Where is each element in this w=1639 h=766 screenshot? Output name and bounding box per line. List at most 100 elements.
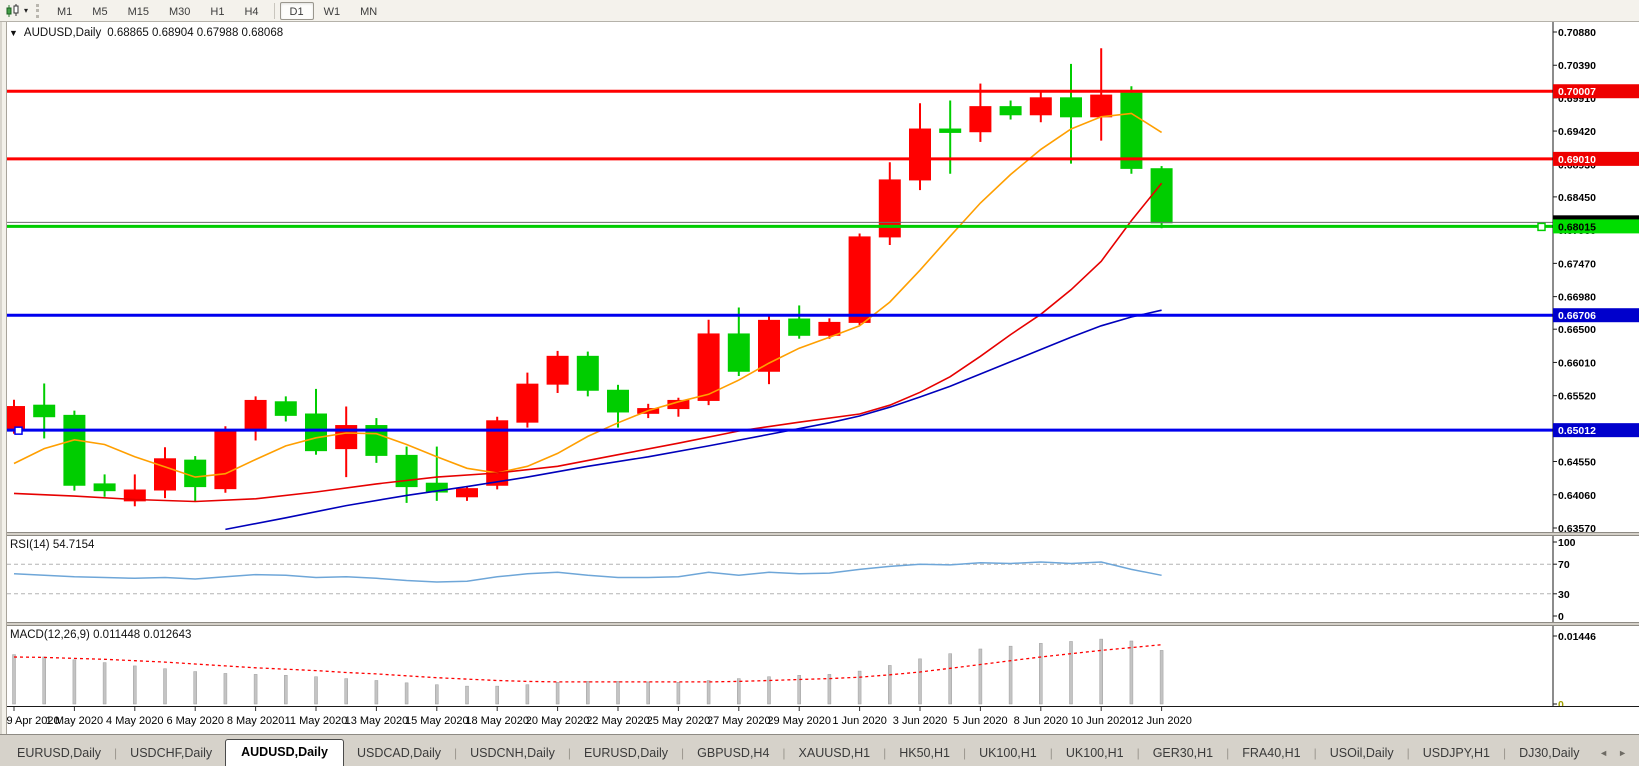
candle-body [244, 399, 267, 431]
chart-tab-usoil-daily[interactable]: USOil,Daily [1329, 746, 1394, 760]
tab-separator: | [782, 746, 786, 760]
chart-tab-hk50-h1[interactable]: HK50,H1 [899, 746, 950, 760]
main-candlestick-chart[interactable]: 0.708800.703900.699100.694200.689300.684… [0, 22, 1639, 532]
candle-body [516, 383, 539, 423]
price-tick-label: 0.64550 [1558, 457, 1596, 469]
tab-separator: | [454, 746, 458, 760]
panel-splitter[interactable] [0, 622, 1639, 626]
chart-tab-usdchf-daily[interactable]: USDCHF,Daily [130, 746, 213, 760]
timeframe-button-m15[interactable]: M15 [127, 5, 149, 18]
candle-body [546, 355, 569, 385]
chart-type-button[interactable]: ▾ [0, 1, 34, 21]
price-tick-label: 0.68450 [1558, 192, 1596, 204]
chart-tab-usdcnh-daily[interactable]: USDCNH,Daily [470, 746, 555, 760]
candle-body [848, 236, 871, 323]
timeframe-button-m30[interactable]: M30 [168, 5, 191, 18]
candle-body [697, 333, 720, 401]
candle-body [123, 489, 146, 502]
date-tick-label: 6 May 2020 [166, 715, 223, 727]
chart-tab-uk100-h1[interactable]: UK100,H1 [1065, 746, 1124, 760]
tab-separator: | [1502, 746, 1507, 760]
chart-tab-ger30-h1[interactable]: GER30,H1 [1152, 746, 1214, 760]
candle-body [1029, 97, 1052, 116]
candle-body [758, 319, 780, 372]
timeframe-button-mn[interactable]: MN [360, 5, 378, 18]
macd-histogram-bar [404, 682, 409, 705]
price-tick-label: 0.66010 [1558, 357, 1596, 369]
chart-tab-dj30-daily[interactable]: DJ30,Daily [1519, 746, 1580, 760]
date-tick-label: 12 Jun 2020 [1131, 715, 1192, 727]
macd-histogram-bar [918, 658, 922, 705]
rsi-tick-label: 70 [1558, 559, 1570, 571]
rsi-background [0, 536, 1639, 622]
macd-histogram-bar [1069, 641, 1073, 705]
chart-tab-uk100-h1[interactable]: UK100,H1 [979, 746, 1037, 760]
chart-tab-eurusd-daily[interactable]: EURUSD,Daily [17, 746, 102, 760]
date-axis: 29 Apr 2020 1 May 2020 4 May 2020 6 May 202… [0, 706, 1639, 734]
timeframe-toolbar: ▾ M1 M5 M15 M30 H1 H4 D1 W1 MN [0, 0, 1639, 22]
line-anchor-handle[interactable] [1537, 222, 1546, 232]
date-tick-label: 8 May 2020 [227, 715, 284, 727]
date-tick-label: 4 May 2020 [106, 715, 163, 727]
date-tick-label: 13 May 2020 [345, 715, 409, 727]
panel-splitter[interactable] [0, 532, 1639, 536]
macd-histogram-bar [646, 681, 650, 705]
price-line-tag [1553, 151, 1639, 166]
rsi-tick-label: 100 [1558, 537, 1576, 549]
line-anchor-handle[interactable] [14, 426, 23, 435]
timeframe-button-m5[interactable]: M5 [92, 5, 108, 18]
date-tick-label: 18 May 2020 [465, 715, 529, 727]
candle-body [305, 413, 327, 452]
chart-tab-eurusd-daily[interactable]: EURUSD,Daily [583, 746, 669, 760]
candle-body [969, 106, 992, 133]
chevron-down-icon: ▾ [24, 6, 29, 15]
macd-indicator-label: MACD(12,26,9) 0.011448 0.012643 [10, 629, 192, 641]
chart-tab-audusd-daily[interactable]: AUDUSD,Daily [225, 739, 344, 766]
macd-histogram-bar [284, 675, 288, 705]
date-tick-label: 1 Jun 2020 [832, 715, 886, 727]
candle-body [607, 389, 629, 413]
ma-fast-line [13, 112, 1163, 478]
macd-histogram-bar [495, 685, 499, 705]
macd-histogram-bar [616, 681, 620, 705]
timeframe-button-w1[interactable]: W1 [323, 5, 341, 18]
macd-histogram-bar [888, 665, 892, 705]
price-line-tag-label: 0.65012 [1558, 425, 1596, 437]
date-tick-label: 22 May 2020 [586, 715, 650, 727]
macd-histogram-bar [948, 653, 952, 705]
timeframe-button-h1[interactable]: H1 [210, 5, 225, 18]
timeframe-button-d1[interactable]: D1 [279, 1, 314, 20]
candle-body [1150, 168, 1173, 224]
candle-body [576, 355, 599, 391]
macd-histogram-bar [163, 668, 167, 705]
tabs-scroll-left-icon[interactable]: ◄ [1599, 748, 1609, 758]
price-tick-label: 0.70390 [1558, 60, 1596, 72]
macd-tick-label: 0.01446 [1558, 631, 1596, 643]
left-panel-splitter[interactable] [0, 22, 7, 734]
macd-histogram-bar [1099, 638, 1103, 705]
tabs-scroll-right-icon[interactable]: ► [1618, 748, 1627, 758]
chart-tab-gbpusd-h4[interactable]: GBPUSD,H4 [697, 746, 770, 760]
date-tick-label: 1 May 2020 [46, 715, 103, 727]
price-line-tag [1553, 423, 1639, 438]
macd-panel[interactable]: 0.01446 0 [0, 626, 1639, 706]
candle-body [1090, 94, 1113, 118]
chart-tab-usdcad-daily[interactable]: USDCAD,Daily [356, 746, 441, 760]
macd-histogram-bar [223, 673, 228, 705]
macd-histogram-bar [525, 684, 530, 705]
price-tick-label: 0.66980 [1558, 292, 1596, 304]
date-tick-label: 11 May 2020 [285, 715, 348, 727]
rsi-panel[interactable]: 100 70 30 0 [0, 536, 1639, 622]
chart-tab-usdjpy-h1[interactable]: USDJPY,H1 [1422, 746, 1490, 760]
chart-tab-fra40-h1[interactable]: FRA40,H1 [1242, 746, 1301, 760]
timeframe-button-m1[interactable]: M1 [57, 5, 73, 18]
symbol-dropdown-icon[interactable]: ▼ [9, 28, 18, 38]
price-line-tag-label: 0.68015 [1558, 221, 1596, 233]
timeframe-button-h4[interactable]: H4 [244, 5, 259, 18]
price-tick-label: 0.63570 [1558, 523, 1596, 532]
tab-separator: | [567, 746, 571, 760]
macd-histogram-bar [978, 648, 983, 705]
price-line-tag [1553, 308, 1639, 323]
chart-tab-xauusd-h1[interactable]: XAUUSD,H1 [798, 746, 871, 760]
candle-body [727, 333, 750, 372]
